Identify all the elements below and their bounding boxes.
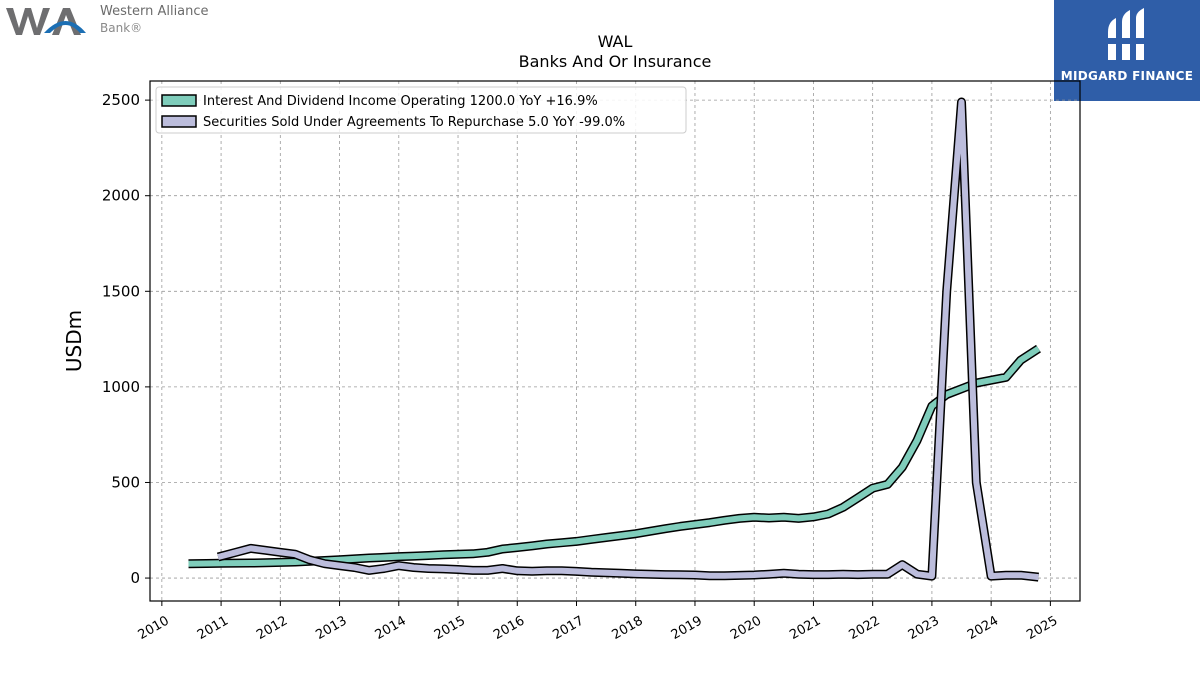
- x-tick-label: 2021: [787, 613, 823, 643]
- x-tick-label: 2015: [432, 613, 468, 643]
- western-alliance-logo: Western Alliance Bank®: [0, 0, 240, 44]
- x-tick-label: 2018: [610, 613, 646, 643]
- y-tick-label: 500: [111, 473, 140, 491]
- y-axis-label: USDm: [62, 310, 86, 372]
- bank-wordmark: Bank®: [100, 21, 143, 35]
- y-tick-label: 2000: [102, 187, 140, 205]
- series-line-1: [217, 99, 1039, 581]
- plot-frame: [149, 80, 1081, 602]
- x-tick-label: 2017: [550, 613, 586, 643]
- x-tick-label: 2025: [1024, 613, 1060, 643]
- chart-title-block: WAL Banks And Or Insurance: [150, 32, 1080, 72]
- legend-swatch: [161, 94, 197, 107]
- x-tick-label: 2016: [491, 613, 527, 643]
- chart-subtitle: Banks And Or Insurance: [518, 52, 712, 71]
- y-tick-label: 1500: [102, 282, 140, 300]
- x-tick-label: 2014: [373, 613, 409, 643]
- legend: Interest And Dividend Income Operating 1…: [155, 86, 687, 134]
- x-tick-label: 2020: [728, 613, 764, 643]
- legend-box: [155, 86, 687, 134]
- legend-label: Interest And Dividend Income Operating 1…: [203, 94, 598, 109]
- midgard-mark-icon: [1104, 8, 1150, 60]
- x-tick-label: 2022: [847, 613, 883, 643]
- chart-title: WAL: [597, 32, 633, 51]
- y-tick-label: 2500: [102, 91, 140, 109]
- x-tick-label: 2023: [906, 613, 942, 643]
- legend-label: Securities Sold Under Agreements To Repu…: [203, 115, 625, 130]
- series-line-outline-1: [216, 97, 1039, 582]
- wa-logo-mark-icon: [6, 8, 86, 35]
- series-lines: [188, 97, 1041, 582]
- legend-swatch: [161, 115, 197, 128]
- x-tick-label: 2012: [254, 613, 290, 643]
- x-tick-label: 2019: [669, 613, 705, 643]
- y-tick-label: 0: [130, 569, 140, 587]
- midgard-finance-logo: MIDGARD FINANCE: [1054, 0, 1200, 101]
- x-tick-label: 2024: [965, 613, 1001, 643]
- y-tick-label: 1000: [102, 378, 140, 396]
- x-tick-label: 2010: [136, 613, 172, 643]
- x-tick-label: 2011: [195, 613, 231, 643]
- series-line-0: [188, 346, 1041, 567]
- midgard-finance-wordmark: MIDGARD FINANCE: [1060, 69, 1194, 83]
- x-tick-label: 2013: [313, 613, 349, 643]
- western-alliance-wordmark: Western Alliance: [100, 4, 209, 19]
